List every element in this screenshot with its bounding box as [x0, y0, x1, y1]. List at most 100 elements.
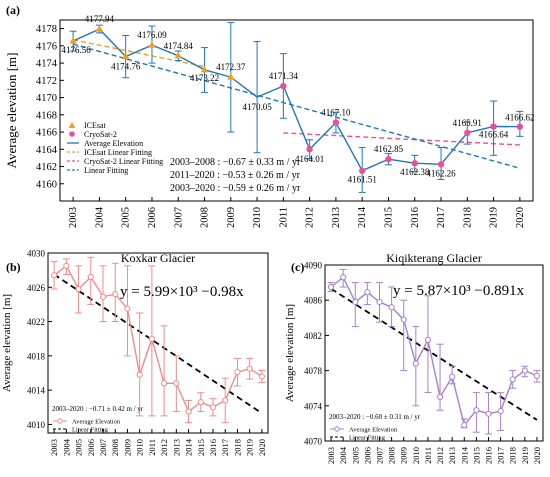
x-tick-label: 2003	[49, 439, 59, 456]
panel-label: (c)	[291, 260, 304, 274]
x-tick-label: 2016	[208, 439, 218, 456]
y-tick-label: 4170	[36, 93, 57, 104]
x-tick-label: 2018	[232, 439, 242, 456]
data-point	[124, 305, 131, 312]
cryosat-point	[332, 119, 340, 126]
rate-annotation: 2003–2020 : −0.59 ± 0.26 m / yr	[170, 183, 301, 194]
data-label: 4161.51	[348, 175, 377, 185]
x-tick-label: 2009	[122, 439, 132, 456]
data-label: 4170.05	[242, 102, 272, 112]
data-point	[497, 407, 504, 415]
legend-swatch	[334, 426, 340, 432]
data-point	[509, 376, 516, 383]
data-point	[485, 410, 492, 417]
x-tick-label: 2003	[68, 207, 79, 228]
rate-annotation: 2003–2008 : −0.67 ± 0.33 m / yr	[170, 157, 301, 168]
legend-swatch	[69, 131, 75, 137]
legend-label: CryoSat-2	[84, 130, 117, 139]
data-point	[473, 407, 480, 414]
legend-label: ICEsat Linear Fitting	[84, 148, 152, 157]
x-tick-label: 2013	[447, 447, 457, 464]
data-point	[161, 380, 168, 387]
data-point	[75, 285, 82, 293]
y-tick-label: 4014	[27, 386, 46, 396]
x-tick-label: 2020	[532, 447, 542, 464]
panel-label: (a)	[6, 3, 20, 17]
data-point	[234, 369, 241, 376]
series-line	[330, 276, 538, 427]
icesat-point	[69, 37, 77, 44]
y-tick-label: 4176	[36, 41, 57, 52]
plot-frame	[59, 19, 534, 202]
cryosat-point	[385, 155, 392, 163]
x-tick-label: 2019	[245, 439, 255, 456]
series-line	[72, 28, 520, 172]
rate-annotation: 2003–2020 : −0.60 ± 0.31 m / yr	[329, 413, 421, 421]
data-label: 4162.38	[400, 167, 430, 177]
data-point	[436, 393, 444, 401]
data-label: 4166.64	[479, 130, 509, 140]
x-tick-label: 2018	[462, 207, 473, 228]
legend-label: Linear Fitting	[84, 166, 128, 175]
data-label: 4165.91	[453, 118, 482, 128]
legend-label: Linear Fitting	[72, 427, 109, 434]
cryosat-point	[306, 145, 313, 153]
x-tick-label: 2016	[484, 447, 494, 464]
data-label: 4176.09	[137, 30, 167, 40]
cryosat-point	[280, 82, 287, 90]
x-tick-label: 2009	[399, 447, 409, 464]
fit-equation: y = 5.87×10³ −0.891x	[393, 283, 525, 299]
data-label: 4174.84	[164, 41, 194, 51]
panel-label: (b)	[6, 260, 21, 274]
x-tick-label: 2011	[278, 207, 289, 228]
x-tick-label: 2019	[489, 207, 500, 228]
x-tick-label: 2009	[226, 207, 237, 228]
x-tick-label: 2010	[135, 439, 145, 456]
x-tick-label: 2012	[159, 439, 169, 456]
fit-line	[72, 43, 521, 169]
x-tick-label: 2007	[173, 207, 184, 228]
x-tick-label: 2016	[410, 207, 421, 228]
data-point	[258, 373, 265, 380]
data-label: 4173.22	[190, 73, 219, 83]
data-label: 4172.37	[216, 62, 246, 72]
y-axis-label: Average elevation [m]	[1, 294, 13, 392]
panel-0: (a) 4160 4162 4164 4166 4168 4170 4172 4174 4176 4…	[4, 3, 534, 228]
x-tick-label: 2018	[508, 447, 518, 464]
data-point	[364, 289, 371, 296]
panel-1: (b) Koxkar Glacier 4010 4014 4018 4022 4026 403…	[1, 249, 269, 456]
x-tick-label: 2005	[350, 447, 360, 464]
y-tick-label: 4160	[36, 179, 57, 190]
chart-title: Koxkar Glacier	[121, 251, 195, 265]
x-tick-label: 2010	[252, 207, 263, 228]
data-point	[112, 291, 119, 298]
x-tick-label: 2015	[196, 439, 206, 456]
x-tick-label: 2015	[471, 447, 481, 464]
rate-annotation: 2003–2020 : −0.71 ± 0.42 m / yr	[52, 405, 144, 413]
data-label: 4171.34	[269, 71, 299, 81]
x-tick-label: 2005	[74, 439, 84, 456]
data-point	[246, 365, 253, 372]
data-point	[327, 283, 335, 291]
x-tick-label: 2017	[436, 207, 447, 228]
y-tick-label: 4022	[27, 317, 45, 327]
legend-label: Average Elevation	[84, 139, 143, 148]
chart-title: Kiqikterang Glacier	[386, 251, 482, 265]
cryosat-point	[464, 129, 471, 137]
y-tick-label: 4172	[36, 76, 57, 87]
data-point	[148, 335, 155, 342]
data-point	[461, 422, 468, 429]
data-point	[521, 367, 528, 374]
x-tick-label: 2008	[110, 439, 120, 456]
x-tick-label: 2006	[362, 447, 372, 464]
data-label: 4162.85	[374, 144, 404, 154]
y-axis-label: Average elevation [m]	[284, 304, 296, 402]
y-tick-label: 4018	[27, 351, 46, 361]
cryosat-point	[490, 123, 497, 130]
cryosat-point	[437, 161, 445, 168]
plot-frame	[47, 252, 269, 434]
plot-frame	[324, 264, 544, 442]
